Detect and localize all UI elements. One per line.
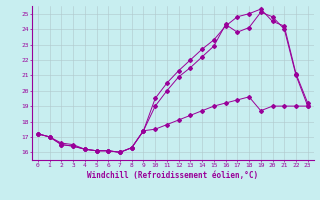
X-axis label: Windchill (Refroidissement éolien,°C): Windchill (Refroidissement éolien,°C) bbox=[87, 171, 258, 180]
